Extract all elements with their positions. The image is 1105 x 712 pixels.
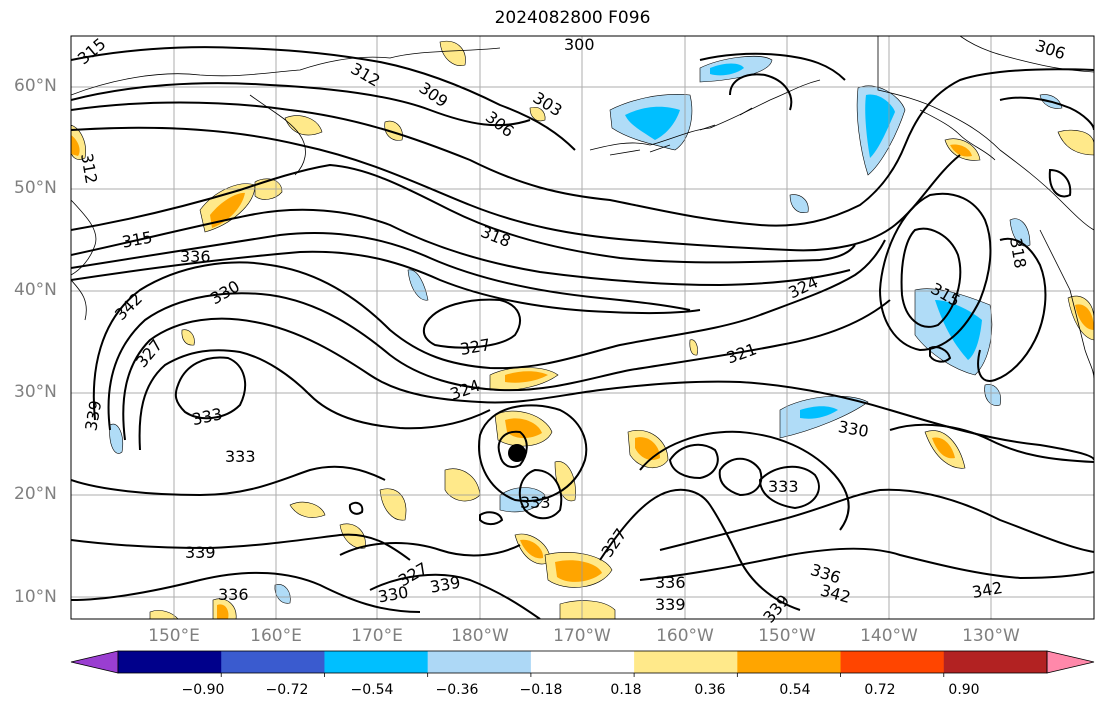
colorbar-tick: 0.90: [948, 682, 980, 698]
contour-label: 339: [655, 595, 686, 614]
lon-label-150w: 150°W: [758, 626, 816, 646]
lat-label-50n: 50°N: [14, 178, 57, 198]
lon-label-140w: 140°W: [860, 626, 918, 646]
contour-label: 336: [655, 573, 686, 592]
colorbar-tick: −0.36: [435, 682, 479, 698]
colorbar-tick: 0.36: [694, 682, 726, 698]
lon-label-170e: 170°E: [351, 626, 403, 646]
contour-label: 333: [768, 477, 799, 496]
storm-center-marker: [508, 444, 526, 462]
map-title: 2024082800 F096: [494, 8, 651, 28]
lon-label-160w: 160°W: [656, 626, 714, 646]
shaded-fields: [71, 40, 1094, 619]
lon-label-150e: 150°E: [148, 626, 200, 646]
lon-label-170w: 170°W: [553, 626, 611, 646]
contour-label: 336: [218, 585, 249, 604]
contour-label: 336: [180, 247, 211, 266]
colorbar-tick: 0.72: [864, 682, 896, 698]
contour-label: 333: [225, 447, 256, 466]
colorbar-tick: −0.54: [350, 682, 394, 698]
lon-label-180w: 180°W: [451, 626, 509, 646]
contour-lines: [71, 46, 1094, 619]
colorbar-tick: −0.90: [181, 682, 225, 698]
colorbar-tick: −0.72: [265, 682, 309, 698]
lon-label-160e: 160°E: [250, 626, 302, 646]
colorbar-tick: 0.54: [779, 682, 811, 698]
contour-label: 339: [185, 543, 216, 562]
lat-label-30n: 30°N: [14, 382, 57, 402]
lat-label-10n: 10°N: [14, 587, 57, 607]
lat-label-60n: 60°N: [14, 76, 57, 96]
lon-label-130w: 130°W: [962, 626, 1020, 646]
contour-label: 300: [564, 35, 595, 54]
contour-label: 333: [520, 493, 551, 512]
colorbar-tick: 0.18: [610, 682, 642, 698]
lat-label-20n: 20°N: [14, 484, 57, 504]
colorbar-tick: −0.18: [519, 682, 563, 698]
map-frame: [70, 35, 1095, 620]
graticule: [71, 36, 1094, 619]
lat-label-40n: 40°N: [14, 280, 57, 300]
